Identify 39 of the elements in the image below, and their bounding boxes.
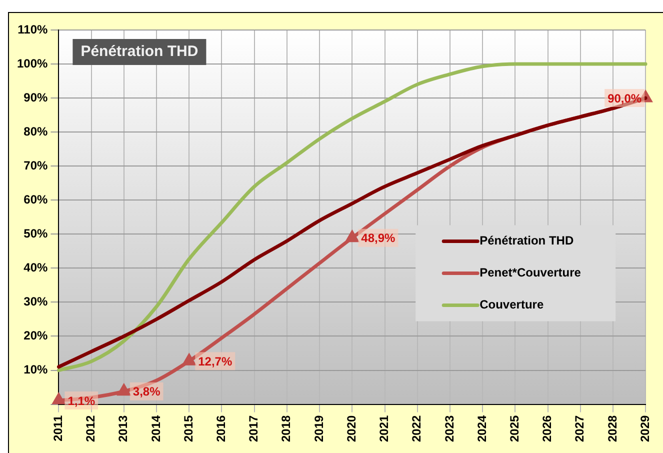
x-tick-label: 2011	[51, 414, 66, 442]
x-tick-label: 2014	[148, 414, 163, 442]
text: Pénétration THD	[80, 43, 198, 60]
x-tick-label: 2022	[410, 414, 424, 442]
legend-label: Pénétration THD	[480, 234, 574, 248]
data-label: 48,9%	[361, 231, 396, 246]
x-tick-label: 2019	[312, 414, 326, 442]
y-tick-label: 60%	[24, 192, 48, 206]
legend-label: Penet*Couverture	[480, 266, 582, 280]
x-tick-label: 2020	[344, 414, 358, 442]
x-tick-label: 2012	[84, 414, 98, 442]
x-tick-label: 2023	[442, 414, 456, 442]
y-tick-label: 110%	[18, 22, 48, 36]
x-tick-label: 2015	[181, 414, 196, 442]
y-tick-label: 40%	[24, 260, 48, 275]
y-tick-label: 90%	[24, 90, 48, 104]
x-tick-label: 2021	[377, 414, 392, 442]
x-tick-label: 2017	[246, 414, 261, 442]
x-tick-label: 2013	[116, 414, 130, 442]
x-tick-label: 2018	[279, 414, 294, 442]
legend-label: Couverture	[480, 298, 544, 312]
x-tick-label: 2029	[638, 414, 652, 442]
y-tick-label: 70%	[24, 158, 48, 172]
data-label: 3,8%	[132, 384, 161, 399]
y-tick-label: 50%	[24, 226, 48, 240]
x-tick-label: 2026	[540, 414, 554, 442]
data-label: 12,7%	[198, 354, 232, 368]
y-tick-label: 10%	[24, 362, 48, 377]
y-tick-label: 30%	[24, 294, 48, 309]
data-label: 1,1%	[68, 394, 96, 408]
x-tick-label: 2028	[605, 414, 620, 442]
x-tick-label: 2025	[507, 414, 522, 442]
x-tick-label: 2027	[572, 414, 587, 442]
data-label: 90,0%	[608, 91, 642, 106]
x-tick-label: 2024	[474, 414, 489, 442]
y-tick-label: 20%	[24, 328, 48, 343]
y-tick-label: 100%	[16, 56, 48, 70]
x-tick-label: 2016	[214, 414, 228, 442]
y-tick-label: 80%	[24, 124, 48, 138]
